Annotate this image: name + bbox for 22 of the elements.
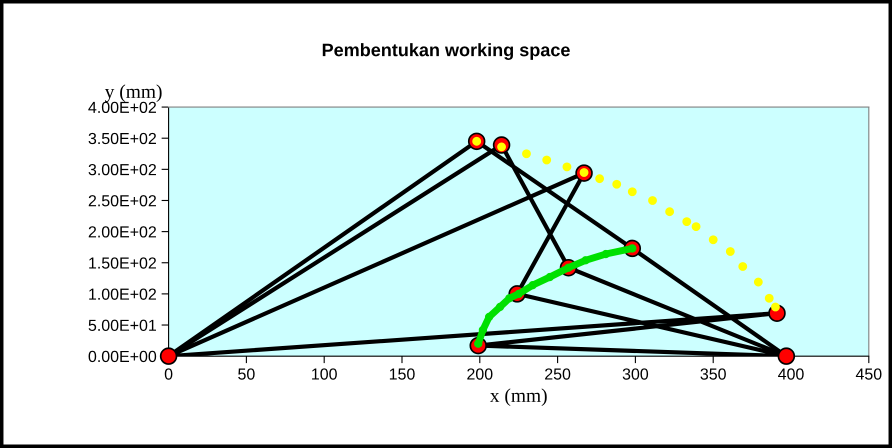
x-tick-label: 400 [778,368,804,380]
y-tick-label: 4.00E+02 [88,102,156,114]
y-tick-label: 3.00E+02 [88,164,156,176]
y-tick-label: 2.50E+02 [88,195,156,206]
y-axis-title: y (mm) [104,84,162,102]
x-axis-title: x (mm) [490,388,547,406]
y-tick-label: 3.50E+02 [88,132,156,144]
x-tick-label: 250 [545,368,570,380]
y-tick-label: 0.00E+00 [88,350,156,362]
y-tick-label: 1.00E+02 [89,288,156,300]
x-tick-label: 100 [312,368,337,380]
y-tick-label: 2.00E+02 [88,226,156,238]
x-tick-label: 200 [467,368,492,380]
x-tick-label: 50 [238,368,255,380]
x-tick-label: 350 [700,368,726,380]
x-tick-label: 0 [164,368,172,380]
y-tick-label: 5.00E+01 [88,320,156,331]
x-tick-label: 300 [622,368,648,380]
chart-title: Pembentukan working space [322,43,570,60]
y-tick-label: 1.50E+02 [89,257,156,269]
x-tick-label: 450 [856,368,882,380]
x-tick-label: 150 [390,368,415,380]
